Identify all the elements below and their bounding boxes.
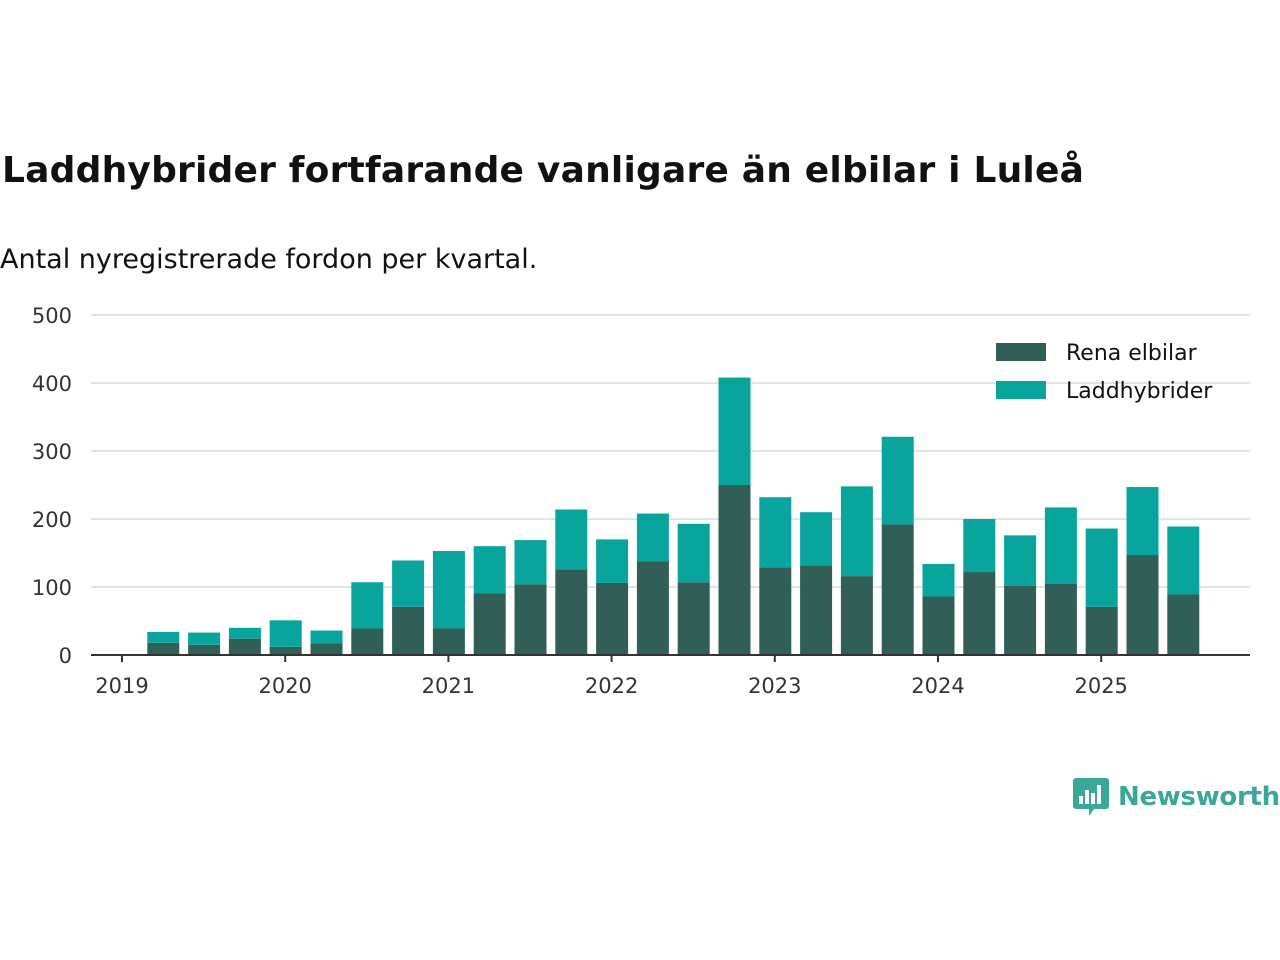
bar-laddhybrider (677, 523, 710, 583)
brand-name: Newsworthy (1118, 782, 1280, 812)
x-tick-label: 2023 (748, 674, 801, 698)
legend: Rena elbilar Laddhybrider (996, 341, 1213, 404)
bar-laddhybrider (636, 513, 669, 562)
bar-rena-elbilar (1004, 585, 1037, 655)
bar-rena-elbilar (1126, 555, 1159, 655)
bar-rena-elbilar (1085, 606, 1118, 655)
bar-laddhybrider (963, 519, 996, 573)
bar-rena-elbilar (351, 628, 384, 655)
bar-rena-elbilar (310, 643, 343, 655)
bar-rena-elbilar (188, 644, 221, 655)
bar-laddhybrider (1085, 528, 1118, 607)
x-tick-label: 2022 (585, 674, 638, 698)
bar-laddhybrider (147, 631, 180, 643)
bar-laddhybrider (188, 632, 221, 645)
x-tick-label: 2020 (258, 674, 311, 698)
bar-rena-elbilar (514, 584, 547, 655)
bar-laddhybrider (351, 582, 384, 629)
bar-laddhybrider (881, 436, 914, 525)
y-tick-label: 0 (59, 644, 72, 668)
bars (147, 377, 1200, 655)
bar-laddhybrider (555, 509, 588, 570)
bar-laddhybrider (1126, 487, 1159, 556)
bar-laddhybrider (1167, 526, 1200, 595)
x-tick-label: 2025 (1074, 674, 1127, 698)
x-tick-label: 2024 (911, 674, 964, 698)
bar-rena-elbilar (881, 524, 914, 655)
bar-laddhybrider (1044, 507, 1077, 584)
newsworthy-logo-icon (1073, 778, 1109, 816)
brand-logo: Newsworthy (1072, 776, 1280, 818)
y-tick-label: 100 (32, 576, 72, 600)
legend-label: Laddhybrider (1066, 379, 1213, 404)
legend-swatch (996, 381, 1046, 399)
bar-rena-elbilar (147, 642, 180, 655)
bar-rena-elbilar (840, 576, 873, 655)
y-tick-label: 300 (32, 440, 72, 464)
bar-rena-elbilar (759, 567, 792, 655)
bar-rena-elbilar (636, 561, 669, 655)
x-tick-label: 2021 (422, 674, 475, 698)
x-axis: 2019 2020 2021 2022 2023 2024 2025 (91, 654, 1250, 698)
bar-rena-elbilar (922, 596, 955, 655)
y-tick-label: 400 (32, 372, 72, 396)
bar-rena-elbilar (718, 485, 751, 655)
bar-laddhybrider (432, 550, 465, 629)
bar-rena-elbilar (392, 606, 425, 655)
y-tick-label: 500 (32, 304, 72, 328)
bar-rena-elbilar (269, 646, 302, 655)
bar-laddhybrider (1004, 535, 1037, 586)
bar-rena-elbilar (1167, 594, 1200, 655)
bar-rena-elbilar (677, 582, 710, 655)
bar-laddhybrider (759, 497, 792, 568)
bar-laddhybrider (514, 540, 547, 585)
bar-rena-elbilar (596, 582, 629, 655)
legend-swatch (996, 343, 1046, 361)
bar-laddhybrider (840, 486, 873, 577)
bar-laddhybrider (310, 630, 343, 644)
bar-rena-elbilar (1044, 583, 1077, 655)
bar-laddhybrider (269, 620, 302, 647)
bar-laddhybrider (718, 377, 751, 485)
bar-rena-elbilar (228, 638, 261, 655)
bar-laddhybrider (473, 546, 506, 594)
y-tick-label: 200 (32, 508, 72, 532)
bar-rena-elbilar (473, 593, 506, 655)
y-axis: 0 100 200 300 400 500 (32, 304, 72, 668)
bar-laddhybrider (392, 560, 425, 607)
chart-title: Laddhybrider fortfarande vanligare än el… (2, 150, 1085, 191)
bar-laddhybrider (922, 563, 955, 597)
bar-laddhybrider (228, 627, 261, 639)
chart-subtitle: Antal nyregistrerade fordon per kvartal. (0, 244, 538, 275)
bar-laddhybrider (800, 512, 833, 566)
legend-label: Rena elbilar (1066, 341, 1198, 366)
bar-rena-elbilar (800, 565, 833, 655)
bar-rena-elbilar (963, 572, 996, 655)
bar-rena-elbilar (555, 569, 588, 655)
x-tick-label: 2019 (95, 674, 148, 698)
bar-rena-elbilar (432, 628, 465, 655)
bar-laddhybrider (596, 539, 629, 583)
